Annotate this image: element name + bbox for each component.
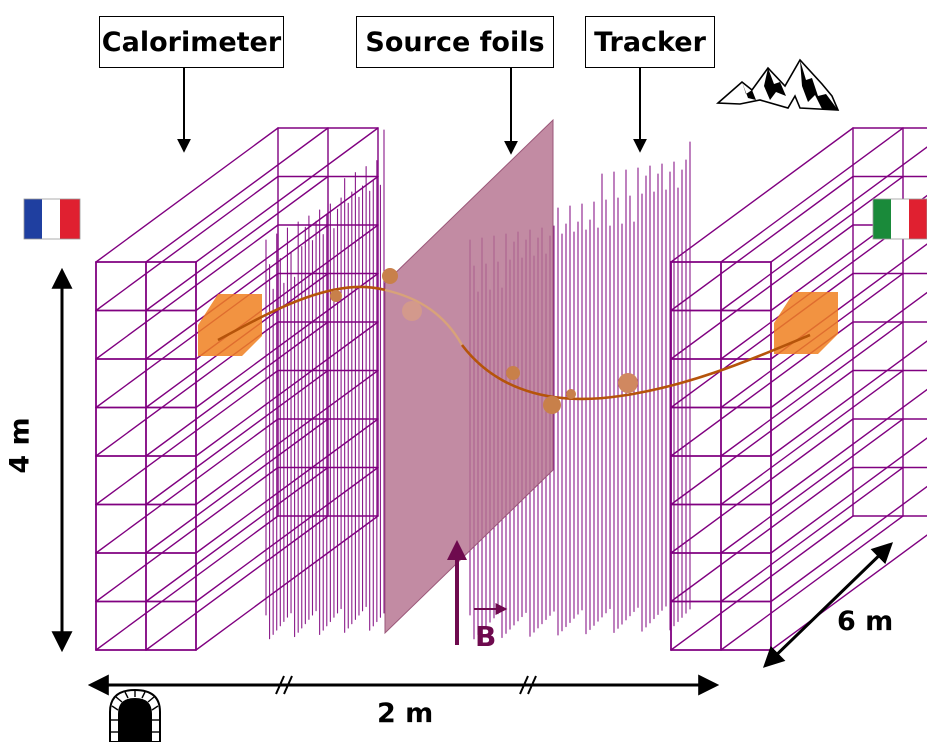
calorimeter-grid-line — [670, 369, 854, 506]
calorimeter-grid-line — [145, 466, 329, 603]
calorimeter-grid-line — [770, 388, 927, 506]
calorimeter-grid-line — [720, 321, 904, 457]
source-foils-label: Source foils — [356, 16, 554, 68]
calorimeter-grid-line — [195, 418, 379, 554]
calorimeter-grid-line — [95, 127, 279, 263]
tracker-hits — [330, 268, 638, 414]
label-pointers — [177, 67, 647, 155]
calorimeter-hit-block-right — [774, 292, 838, 354]
depth-dimension-arrow — [762, 542, 894, 668]
calorimeter-grid-line — [670, 515, 854, 651]
calorimeter-grid-line — [720, 418, 904, 554]
calorimeter-grid-line — [145, 418, 329, 554]
mountain-icon — [715, 58, 840, 111]
calorimeter-grid-line — [145, 175, 329, 312]
calorimeter-grid-line — [670, 175, 854, 312]
calorimeter-grid-line — [670, 127, 854, 263]
calorimeter-grid-line — [770, 340, 927, 457]
calorimeter-grid-line — [720, 127, 904, 263]
tracker-wires-left — [265, 129, 385, 640]
calorimeter-hit-block-left — [198, 294, 262, 356]
calorimeter-label: Calorimeter — [99, 16, 284, 68]
calorimeter-grid-line — [195, 127, 379, 263]
depth-dimension-label: 6 m — [837, 606, 894, 637]
calorimeter-grid-line — [670, 224, 854, 360]
source-foil — [384, 118, 554, 635]
calorimeter-grid-line — [770, 146, 927, 263]
tracker-label: Tracker — [585, 16, 715, 68]
calorimeter-grid-line — [95, 515, 279, 651]
calorimeter-grid-line — [145, 224, 329, 360]
calorimeter-grid-line — [145, 369, 329, 506]
calorimeter-grid-line — [95, 418, 279, 554]
electron-track-inside-foil — [384, 288, 464, 346]
calorimeter-grid-line — [195, 369, 379, 506]
calorimeter-grid-line — [195, 272, 379, 409]
calorimeter-grid-line — [145, 515, 329, 651]
calorimeter-grid-line — [195, 515, 379, 651]
length-dimension-arrow — [87, 674, 720, 696]
calorimeter-grid-line — [95, 175, 279, 312]
calorimeter-grid-line — [195, 175, 379, 312]
france-flag-icon — [23, 198, 81, 240]
calorimeter-grid-line — [720, 369, 904, 506]
tunnel-icon — [109, 688, 161, 743]
calorimeter-grid-line — [720, 175, 904, 312]
height-dimension-label: 4 m — [4, 417, 36, 474]
calorimeter-grid-line — [95, 369, 279, 506]
calorimeter-grid-line — [95, 466, 279, 603]
electron-track-right — [460, 333, 811, 401]
calorimeter-grid-line — [95, 224, 279, 360]
calorimeter-grid-line — [770, 291, 927, 409]
magnetic-field-arrow — [447, 540, 508, 645]
calorimeter-grid-line — [720, 466, 904, 603]
calorimeter-grid-line — [145, 321, 329, 457]
italy-flag-icon — [872, 198, 927, 240]
calorimeter-grid-line — [770, 437, 927, 554]
calorimeter-grid-line — [670, 418, 854, 554]
calorimeter-wall-left — [95, 127, 379, 651]
length-dimension-label: 2 m — [377, 698, 434, 729]
calorimeter-grid-line — [195, 321, 379, 457]
calorimeter-grid-line — [145, 127, 329, 263]
magnetic-field-label: B — [475, 620, 497, 653]
calorimeter-grid-line — [670, 466, 854, 603]
electron-track-left — [217, 285, 386, 342]
calorimeter-grid-line — [195, 466, 379, 603]
